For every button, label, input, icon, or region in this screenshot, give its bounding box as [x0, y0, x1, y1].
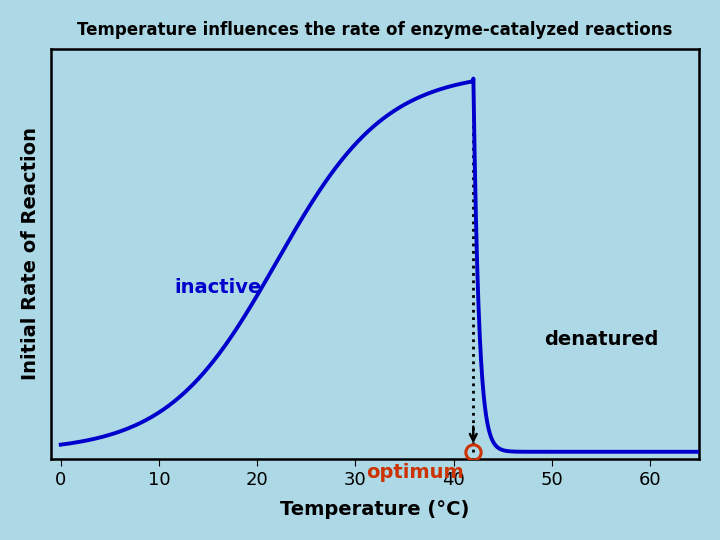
- Text: optimum: optimum: [366, 463, 464, 482]
- Text: denatured: denatured: [544, 330, 658, 349]
- X-axis label: Temperature (°C): Temperature (°C): [280, 500, 469, 519]
- Y-axis label: Initial Rate of Reaction: Initial Rate of Reaction: [21, 127, 40, 381]
- Text: inactive: inactive: [174, 278, 261, 297]
- Title: Temperature influences the rate of enzyme-catalyzed reactions: Temperature influences the rate of enzym…: [77, 21, 672, 39]
